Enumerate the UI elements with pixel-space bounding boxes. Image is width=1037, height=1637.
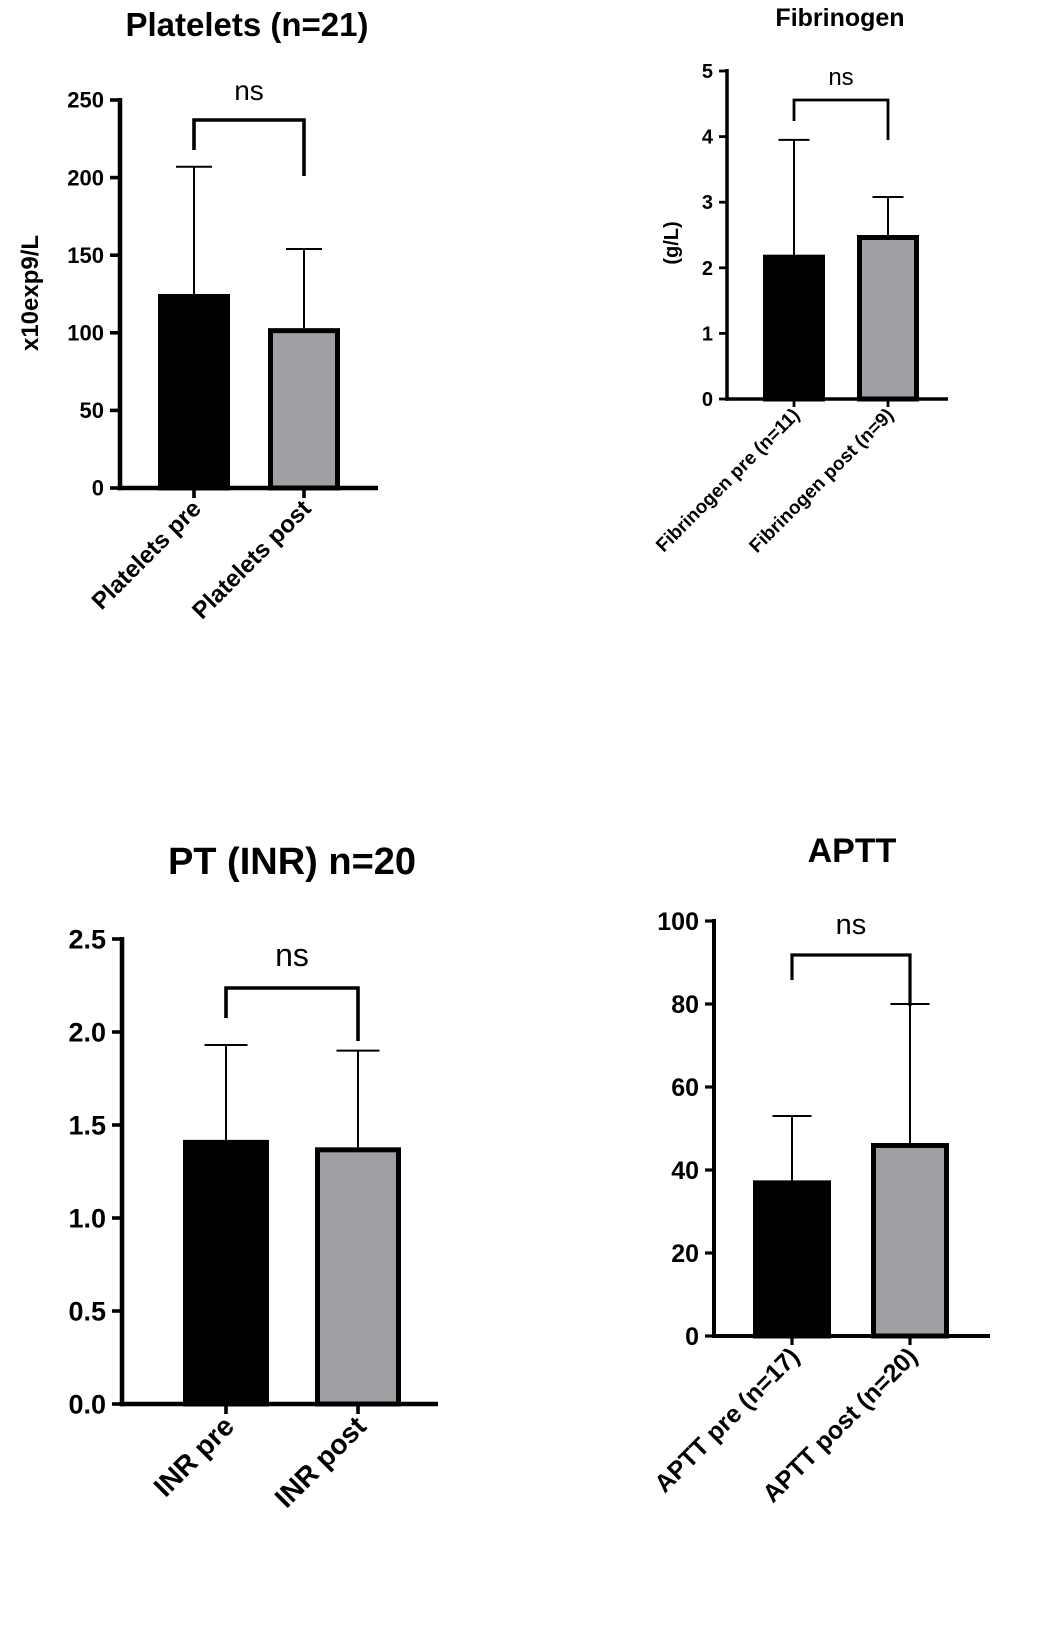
y-tick-label: 50 (80, 398, 104, 423)
y-tick-label: 200 (67, 165, 104, 190)
bar-post (315, 1147, 401, 1407)
y-tick-label: 60 (671, 1074, 699, 1102)
bar-post (857, 235, 919, 402)
bar-post (871, 1143, 949, 1339)
x-tick-label: Platelets post (187, 495, 316, 624)
y-tick-label: 250 (67, 88, 104, 113)
chart-title: PT (INR) n=20 (168, 841, 416, 883)
bar-post (268, 328, 340, 491)
y-tick-label: 20 (671, 1240, 699, 1268)
significance-bracket (224, 986, 360, 1041)
y-tick-label: 0 (702, 389, 713, 411)
y-tick-label: 0 (92, 476, 104, 501)
bar-pre (763, 254, 825, 402)
chart-title: Platelets (n=21) (125, 6, 368, 43)
y-tick-label: 40 (671, 1157, 699, 1185)
y-tick-label: 150 (67, 243, 104, 268)
significance-bracket (192, 118, 306, 176)
y-tick-label: 4 (702, 127, 714, 149)
y-tick-label: 2 (702, 258, 713, 280)
bar-pre (183, 1139, 269, 1407)
significance-bracket (792, 98, 890, 140)
chart-title: Fibrinogen (775, 4, 904, 32)
bar-pre (753, 1180, 831, 1339)
y-axis-label: (g/L) (661, 221, 683, 264)
chart-title: APTT (808, 832, 897, 870)
y-tick-label: 1.5 (68, 1110, 106, 1140)
y-tick-label: 5 (702, 61, 713, 83)
significance-label: ns (828, 64, 853, 91)
bar-pre (158, 294, 230, 491)
y-tick-label: 80 (671, 991, 699, 1019)
y-tick-label: 0.5 (68, 1296, 106, 1326)
y-axis-label: x10exp9/L (17, 235, 44, 351)
y-tick-label: 0 (685, 1323, 699, 1351)
y-tick-label: 3 (702, 192, 713, 214)
pt-inr-chart: PT (INR) n=20 0.0 0.5 1.0 1.5 2.0 2.5 INR pre IN… (68, 841, 438, 1514)
y-tick-label: 2.0 (68, 1017, 106, 1047)
platelets-chart: Platelets (n=21) x10exp9/L 0 50 100 150 200 250… (17, 6, 378, 625)
x-tick-label: Platelets pre (87, 495, 207, 615)
y-tick-label: 1.0 (68, 1203, 106, 1233)
y-tick-label: 0.0 (68, 1389, 106, 1419)
y-tick-label: 100 (657, 908, 699, 936)
x-tick-label: INR pre (148, 1410, 240, 1502)
y-tick-label: 2.5 (68, 924, 106, 954)
y-tick-label: 1 (702, 323, 713, 345)
significance-label: ns (275, 937, 309, 973)
y-tick-label: 100 (67, 321, 104, 346)
significance-label: ns (234, 75, 264, 106)
significance-label: ns (836, 909, 867, 941)
significance-bracket (790, 953, 912, 1006)
x-tick-label: INR post (269, 1410, 372, 1513)
